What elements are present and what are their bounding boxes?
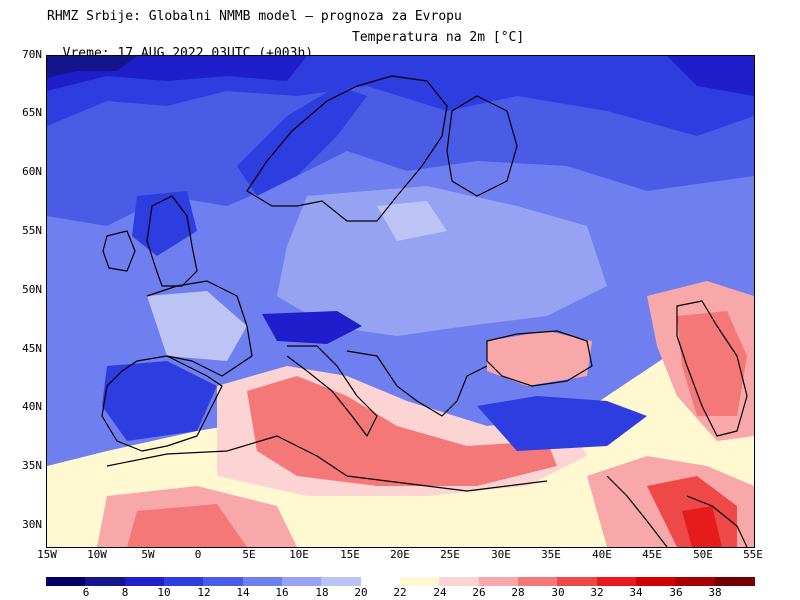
coastline-ireland xyxy=(102,230,136,272)
black-sea-warm-region xyxy=(487,331,592,386)
mild-central-region xyxy=(277,186,607,336)
lon-label: 0 xyxy=(194,548,202,561)
colorbar-segment xyxy=(597,577,637,586)
parameter-label: Temperatura na 2m [°C] xyxy=(352,30,525,45)
lat-label: 35N xyxy=(22,459,42,472)
southern-cream-belt xyxy=(47,321,754,547)
colorbar-segment xyxy=(125,577,165,586)
temperature-colorbar xyxy=(46,577,755,586)
coastline-italy xyxy=(286,345,378,437)
colorbar-segment xyxy=(282,577,322,586)
colorbar-label: 18 xyxy=(315,586,329,599)
colorbar-label: 30 xyxy=(551,586,565,599)
colorbar-segment xyxy=(518,577,558,586)
colorbar-segment xyxy=(203,577,243,586)
coastline-uk xyxy=(146,195,198,287)
coastline-black-sea xyxy=(486,330,593,387)
colorbar-label: 20 xyxy=(354,586,368,599)
sahara-hot-region xyxy=(127,504,247,547)
lon-label: 25E xyxy=(440,548,460,561)
coastline-scandinavia xyxy=(246,75,448,222)
lat-label: 60N xyxy=(22,165,42,178)
lon-label: 40E xyxy=(592,548,612,561)
lon-label: 5E xyxy=(242,548,256,561)
arctic-region xyxy=(47,56,137,78)
lat-label: 55N xyxy=(22,224,42,237)
colorbar-segment xyxy=(400,577,440,586)
colorbar-label: 28 xyxy=(511,586,525,599)
lat-label: 40N xyxy=(22,400,42,413)
coastline-iberia xyxy=(101,355,223,452)
colorbar-label: 38 xyxy=(708,586,722,599)
coastline-red-sea xyxy=(606,475,668,547)
arctic-east-region xyxy=(667,56,754,96)
temperature-field-svg xyxy=(47,56,754,547)
lon-label: 5W xyxy=(141,548,155,561)
lon-label: 30E xyxy=(491,548,511,561)
colorbar-segment xyxy=(675,577,715,586)
lon-label: 15E xyxy=(340,548,360,561)
lon-label: 55E xyxy=(743,548,763,561)
coastline-caspian xyxy=(676,300,748,437)
light-baltic-region xyxy=(377,201,447,241)
light-france-region xyxy=(147,291,247,361)
coastline-france xyxy=(146,280,253,377)
turkey-cool-region xyxy=(477,396,647,451)
colorbar-label: 24 xyxy=(433,586,447,599)
colorbar-segment xyxy=(361,577,401,586)
colorbar-label: 6 xyxy=(82,586,90,599)
colorbar-label: 8 xyxy=(121,586,129,599)
mediterranean-hot-region xyxy=(247,376,557,486)
coastline-persian-gulf xyxy=(686,495,748,547)
colorbar-segment xyxy=(46,577,86,586)
lat-label: 30N xyxy=(22,518,42,531)
lon-label: 10W xyxy=(87,548,107,561)
colorbar-segment xyxy=(243,577,283,586)
caspian-hot-region xyxy=(677,311,747,416)
coastline-north-africa xyxy=(106,435,548,492)
lon-label: 35E xyxy=(541,548,561,561)
colorbar-segment xyxy=(164,577,204,586)
lon-label: 15W xyxy=(37,548,57,561)
lat-label: 45N xyxy=(22,342,42,355)
colorbar-segment xyxy=(439,577,479,586)
map-title: RHMZ Srbije: Globalni NMMB model — progn… xyxy=(47,9,462,24)
iberia-cool-region xyxy=(102,361,217,441)
lat-label: 50N xyxy=(22,283,42,296)
colorbar-label: 14 xyxy=(236,586,250,599)
colorbar-segment xyxy=(321,577,361,586)
colorbar-segment xyxy=(85,577,125,586)
colorbar-segment xyxy=(479,577,519,586)
colorbar-label: 12 xyxy=(197,586,211,599)
norway-cold-region xyxy=(237,86,367,196)
colorbar-segment xyxy=(557,577,597,586)
colorbar-label: 16 xyxy=(275,586,289,599)
colorbar-label: 36 xyxy=(669,586,683,599)
coastline-finland xyxy=(446,95,518,197)
lon-label: 10E xyxy=(289,548,309,561)
colorbar-label: 32 xyxy=(590,586,604,599)
coastline-balkans xyxy=(346,350,488,417)
lon-label: 50E xyxy=(693,548,713,561)
lat-label: 65N xyxy=(22,106,42,119)
colorbar-segment xyxy=(636,577,676,586)
colorbar-label: 26 xyxy=(472,586,486,599)
gulf-very-hot-region xyxy=(682,506,722,547)
colorbar-segment xyxy=(715,577,755,586)
temperature-map xyxy=(46,55,755,548)
colorbar-label: 34 xyxy=(629,586,643,599)
lon-label: 45E xyxy=(642,548,662,561)
alps-cold-region xyxy=(262,311,362,344)
colorbar-label: 22 xyxy=(393,586,407,599)
colorbar-label: 10 xyxy=(157,586,171,599)
lat-label: 70N xyxy=(22,48,42,61)
lon-label: 20E xyxy=(390,548,410,561)
coastlines xyxy=(101,75,748,547)
